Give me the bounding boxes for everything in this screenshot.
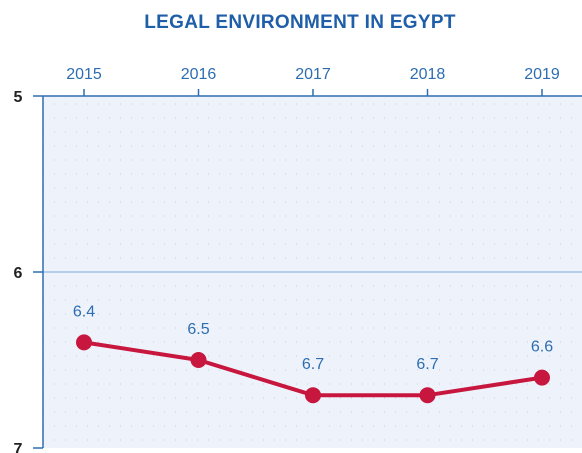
data-label: 6.7 — [416, 356, 438, 373]
data-labels: 6.4 6.5 6.7 6.7 6.6 — [73, 303, 553, 373]
data-label: 6.6 — [531, 339, 553, 356]
data-point — [76, 334, 92, 351]
x-tick-label: 2016 — [181, 66, 217, 83]
x-tick-label: 2019 — [524, 66, 560, 83]
series-group — [76, 334, 550, 404]
x-axis-ticks: 2015 2016 2017 2018 2019 — [66, 66, 560, 96]
x-tick-label: 2015 — [66, 66, 102, 83]
data-point — [190, 352, 207, 368]
data-point — [534, 369, 550, 386]
y-tick-label: 5 — [14, 89, 23, 106]
data-label: 6.5 — [187, 321, 209, 338]
data-label: 6.4 — [73, 303, 95, 320]
chart-title: LEGAL ENVIRONMENT IN EGYPT — [144, 12, 456, 33]
grid — [43, 103, 582, 441]
x-tick-label: 2017 — [295, 66, 331, 83]
y-tick-label: 6 — [14, 265, 23, 282]
y-axis-ticks: 5 6 7 — [14, 89, 43, 453]
data-point — [305, 387, 321, 404]
x-tick-label: 2018 — [410, 66, 446, 83]
data-label: 6.7 — [302, 356, 324, 373]
y-tick-label: 7 — [14, 441, 23, 453]
data-point — [419, 387, 436, 404]
